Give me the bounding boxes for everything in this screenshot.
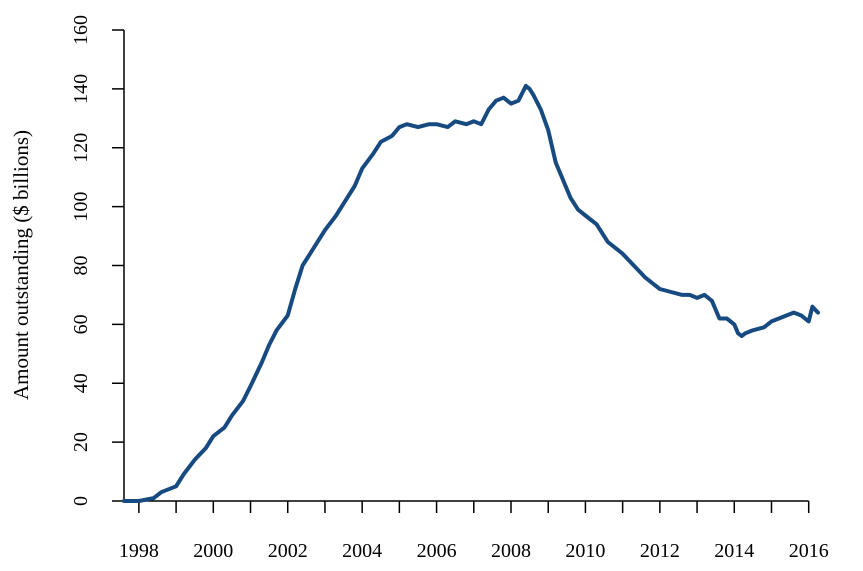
x-tick-label: 2002 — [268, 540, 308, 562]
x-tick-label: 2014 — [714, 540, 754, 562]
x-tick-label: 2000 — [193, 540, 233, 562]
y-axis-title: Amount outstanding ($ billions) — [9, 130, 33, 400]
x-tick-label: 2004 — [342, 540, 382, 562]
x-tick-label: 2016 — [789, 540, 829, 562]
y-tick-label: 20 — [70, 432, 92, 452]
y-axis: 0 20 40 60 80 100 120 140 160 — [70, 15, 125, 506]
x-axis: 1998 2000 2002 2004 2006 2008 2010 2012 2014 2016 — [119, 500, 829, 562]
x-tick-label: 2010 — [565, 540, 605, 562]
x-tick-label: 2008 — [491, 540, 531, 562]
plot-area — [122, 83, 820, 503]
y-tick-label: 0 — [70, 496, 92, 506]
y-tick-label: 100 — [70, 192, 92, 222]
series-line-0 — [122, 83, 820, 503]
y-tick-label: 160 — [70, 15, 92, 45]
y-tick-label: 140 — [70, 74, 92, 104]
x-tick-label: 1998 — [119, 540, 159, 562]
y-tick-label: 80 — [70, 256, 92, 276]
y-tick-label: 60 — [70, 314, 92, 334]
x-tick-label: 2012 — [640, 540, 680, 562]
y-tick-label: 40 — [70, 373, 92, 393]
x-tick-label: 2006 — [417, 540, 457, 562]
y-tick-label: 120 — [70, 133, 92, 163]
